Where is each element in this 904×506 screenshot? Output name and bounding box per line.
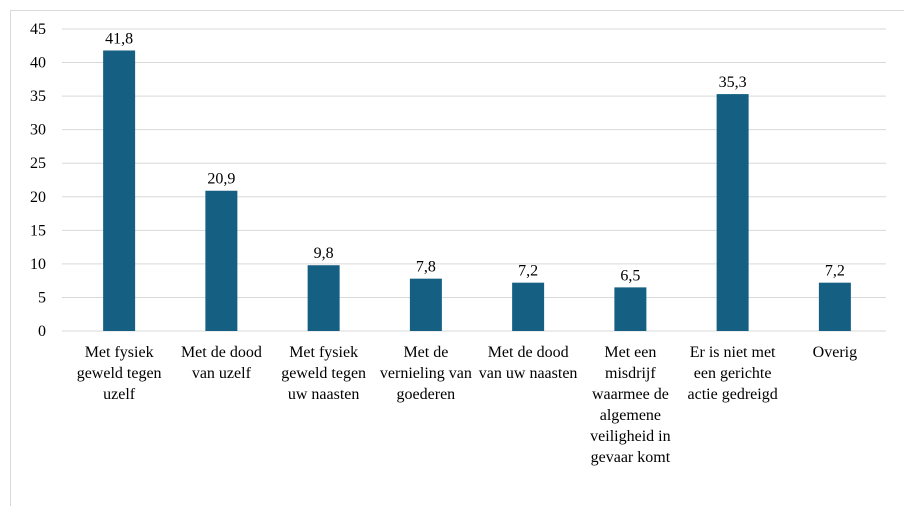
- bar: [205, 190, 238, 331]
- chart-border: [10, 10, 904, 506]
- x-tick-label: Er is niet met een gerichte actie gedrei…: [687, 344, 778, 403]
- y-tick-label: 15: [30, 222, 46, 239]
- bar: [614, 287, 647, 331]
- data-label: 20,9: [207, 171, 235, 188]
- x-tick-label: Overig: [812, 344, 858, 361]
- y-tick-label: 45: [30, 21, 46, 38]
- y-tick-label: 30: [30, 122, 46, 139]
- data-label: 35,3: [719, 74, 747, 91]
- bar: [307, 265, 340, 331]
- y-tick-label: 10: [30, 256, 46, 273]
- x-tick-label: Met fysiek geweld tegen uzelf: [76, 344, 162, 403]
- y-tick-label: 5: [38, 289, 46, 306]
- data-label: 9,8: [314, 245, 334, 262]
- x-tick-label: Met de dood van uzelf: [180, 344, 262, 382]
- x-tick-label: Met een misdrijf waarmee de algemene vei…: [590, 344, 671, 466]
- y-tick-label: 25: [30, 155, 46, 172]
- bar: [512, 282, 545, 331]
- x-tick-label: Met de vernieling van goederen: [379, 344, 472, 403]
- data-label: 7,2: [825, 263, 845, 280]
- data-label: 7,2: [518, 263, 538, 280]
- bar: [409, 278, 442, 331]
- x-tick-label: Met de dood van uw naasten: [478, 344, 578, 382]
- bar: [716, 94, 749, 331]
- data-label: 7,8: [416, 259, 436, 276]
- x-tick-label: Met fysiek geweld tegen uw naasten: [281, 344, 367, 403]
- y-tick-label: 40: [30, 55, 46, 72]
- bar: [103, 50, 136, 331]
- data-label: 41,8: [105, 30, 133, 47]
- y-tick-label: 20: [30, 189, 46, 206]
- y-tick-label: 35: [30, 88, 46, 105]
- y-tick-label: 0: [38, 323, 46, 340]
- bar: [818, 282, 851, 331]
- data-label: 6,5: [620, 267, 640, 284]
